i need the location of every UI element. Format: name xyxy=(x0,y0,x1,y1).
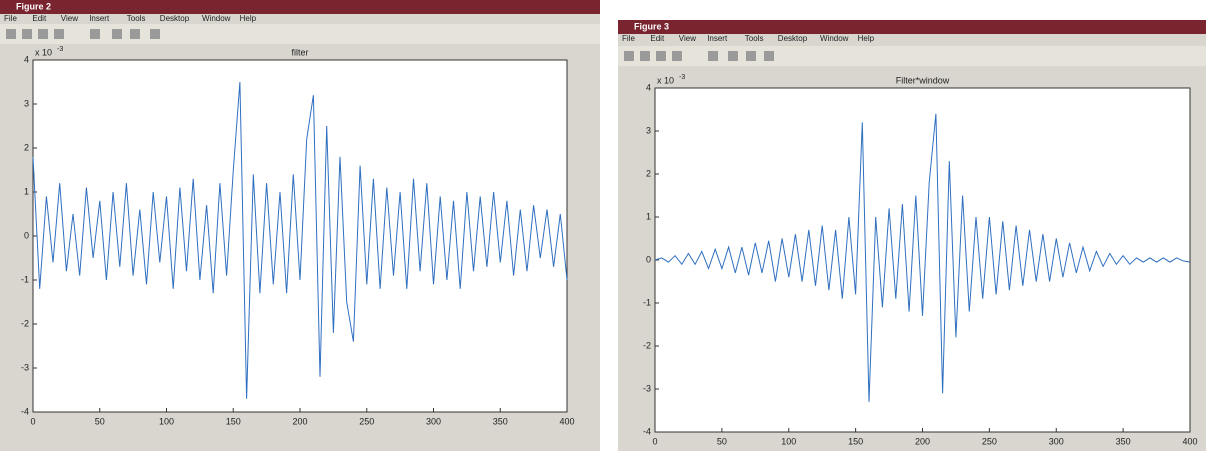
x-tick-label: 250 xyxy=(982,436,997,446)
screen: Figure 2 File Edit View Insert Tools Desktop Wi… xyxy=(0,0,1206,451)
y-tick-label: 3 xyxy=(646,125,651,135)
menu-item[interactable]: Window xyxy=(202,14,231,23)
menu-item[interactable]: Insert xyxy=(707,34,728,43)
x-tick-label: 150 xyxy=(226,416,241,426)
y-tick-label: -1 xyxy=(21,274,29,284)
menu-item[interactable]: File xyxy=(4,14,17,23)
y-tick-label: 4 xyxy=(24,54,29,64)
y-tick-label: 2 xyxy=(646,168,651,178)
x-tick-label: 350 xyxy=(1116,436,1131,446)
x-tick-label: 300 xyxy=(1049,436,1064,446)
y-tick-label: 2 xyxy=(24,142,29,152)
x-tick-label: 150 xyxy=(848,436,863,446)
title-bar xyxy=(0,0,600,14)
menu-item[interactable]: Window xyxy=(820,34,849,43)
menu-item[interactable]: View xyxy=(679,34,696,43)
y-tick-label: 0 xyxy=(24,230,29,240)
y-tick-label: -1 xyxy=(643,297,651,307)
axis-multiplier: x 10 xyxy=(35,47,52,57)
axes: Filter*window x 10 -3 -4 -3 -2 -1 0 1 2 3 4 0 50 100 15… xyxy=(643,74,1198,447)
chart-title: Filter*window xyxy=(896,75,950,85)
y-tick-label: -2 xyxy=(643,340,651,350)
x-tick-label: 400 xyxy=(1182,436,1197,446)
title-bar xyxy=(618,20,1206,34)
axes: filter x 10 -3 -4 -3 -2 -1 0 1 2 3 4 0 50 100 150 200 250… xyxy=(21,46,575,427)
x-tick-label: 50 xyxy=(95,416,105,426)
x-tick-label: 100 xyxy=(781,436,796,446)
axis-multiplier-exponent: -3 xyxy=(57,46,63,53)
x-tick-label: 350 xyxy=(493,416,508,426)
menu-item[interactable]: Edit xyxy=(32,14,47,23)
menu-item[interactable]: Tools xyxy=(745,34,764,43)
x-tick-label: 0 xyxy=(30,416,35,426)
window-title: Figure 3 xyxy=(634,21,669,31)
x-tick-label: 200 xyxy=(915,436,930,446)
y-tick-label: 1 xyxy=(646,211,651,221)
y-tick-label: -2 xyxy=(21,318,29,328)
menu-item[interactable]: Desktop xyxy=(160,14,190,23)
x-tick-label: 400 xyxy=(559,416,574,426)
x-tick-label: 300 xyxy=(426,416,441,426)
y-tick-label: 0 xyxy=(646,254,651,264)
y-tick-label: 1 xyxy=(24,186,29,196)
menu-item[interactable]: Insert xyxy=(89,14,110,23)
y-tick-label: -3 xyxy=(21,362,29,372)
menu-item[interactable]: View xyxy=(61,14,78,23)
menu-item[interactable]: Edit xyxy=(650,34,665,43)
toolbar xyxy=(618,46,1206,66)
menu-item[interactable]: File xyxy=(622,34,635,43)
page: Figure 2 File Edit View Insert Tools Desktop Wi… xyxy=(0,0,1206,451)
x-tick-label: 200 xyxy=(292,416,307,426)
x-tick-label: 250 xyxy=(359,416,374,426)
plot-area xyxy=(655,88,1190,432)
y-tick-label: -3 xyxy=(643,383,651,393)
menu-item[interactable]: Tools xyxy=(127,14,146,23)
plot-area xyxy=(33,60,567,412)
x-tick-label: 50 xyxy=(717,436,727,446)
x-tick-label: 100 xyxy=(159,416,174,426)
axis-multiplier-exponent: -3 xyxy=(679,74,685,81)
axis-multiplier: x 10 xyxy=(657,75,674,85)
menu-item[interactable]: Desktop xyxy=(778,34,808,43)
y-tick-label: -4 xyxy=(21,406,29,416)
chart-title: filter xyxy=(291,47,308,57)
menu-item[interactable]: Help xyxy=(858,34,875,43)
y-tick-label: 4 xyxy=(646,82,651,92)
y-tick-label: -4 xyxy=(643,426,651,436)
y-tick-label: 3 xyxy=(24,98,29,108)
menu-item[interactable]: Help xyxy=(240,14,257,23)
window-title: Figure 2 xyxy=(16,1,51,11)
x-tick-label: 0 xyxy=(652,436,657,446)
